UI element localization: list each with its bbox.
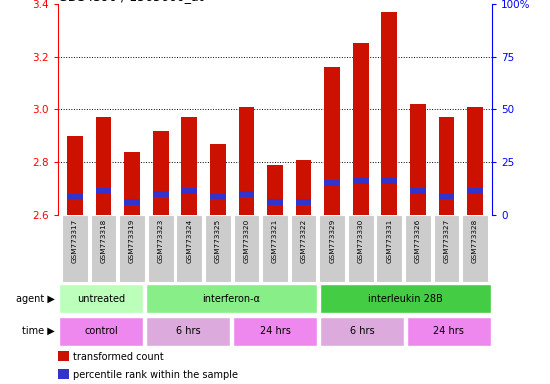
Bar [468, 107, 483, 215]
Bar [239, 191, 254, 197]
Bar [234, 215, 259, 282]
Bar [205, 215, 230, 282]
Bar [407, 316, 491, 346]
Text: GSM773329: GSM773329 [329, 218, 335, 263]
Bar [146, 284, 317, 313]
Bar [91, 215, 117, 282]
Bar [59, 284, 143, 313]
Bar [410, 104, 426, 215]
Bar [320, 215, 345, 282]
Text: GSM773322: GSM773322 [301, 218, 306, 263]
Text: GSM773324: GSM773324 [186, 218, 192, 263]
Bar [124, 199, 140, 205]
Bar [58, 369, 69, 379]
Bar [382, 178, 397, 184]
Text: 6 hrs: 6 hrs [350, 326, 374, 336]
Bar [59, 316, 143, 346]
Bar [439, 194, 454, 199]
Bar [320, 316, 404, 346]
Text: GSM773327: GSM773327 [443, 218, 449, 263]
Text: GSM773318: GSM773318 [101, 218, 107, 263]
Bar [296, 160, 311, 215]
Bar [182, 189, 197, 194]
Bar [353, 178, 369, 184]
Bar [267, 199, 283, 205]
Text: GSM773317: GSM773317 [72, 218, 78, 263]
Bar [462, 215, 488, 282]
Text: GSM773323: GSM773323 [158, 218, 164, 263]
Bar [96, 189, 111, 194]
Text: GSM773328: GSM773328 [472, 218, 478, 263]
Text: agent ▶: agent ▶ [16, 293, 55, 304]
Bar [177, 215, 202, 282]
Bar [320, 284, 491, 313]
Bar [468, 189, 483, 194]
Bar [124, 152, 140, 215]
Bar [146, 316, 230, 346]
Bar [382, 12, 397, 215]
Text: GSM773331: GSM773331 [386, 218, 392, 263]
Text: percentile rank within the sample: percentile rank within the sample [73, 370, 238, 380]
Bar [96, 118, 111, 215]
Bar [58, 351, 69, 361]
Bar [148, 215, 173, 282]
Bar [233, 316, 317, 346]
Text: time ▶: time ▶ [22, 326, 55, 336]
Text: GSM773320: GSM773320 [244, 218, 249, 263]
Bar [67, 194, 82, 199]
Bar [153, 191, 168, 197]
Text: GSM773319: GSM773319 [129, 218, 135, 263]
Text: control: control [84, 326, 118, 336]
Text: GSM773321: GSM773321 [272, 218, 278, 263]
Bar [377, 215, 402, 282]
Text: 24 hrs: 24 hrs [260, 326, 290, 336]
Bar [62, 215, 88, 282]
Bar [291, 215, 316, 282]
Bar [353, 43, 369, 215]
Bar [433, 215, 459, 282]
Bar [119, 215, 145, 282]
Bar [182, 118, 197, 215]
Bar [324, 180, 340, 186]
Text: interleukin 28B: interleukin 28B [368, 293, 443, 304]
Bar [262, 215, 288, 282]
Bar [267, 165, 283, 215]
Bar [439, 118, 454, 215]
Bar [67, 136, 82, 215]
Text: GSM773330: GSM773330 [358, 218, 364, 263]
Bar [410, 189, 426, 194]
Bar [348, 215, 373, 282]
Bar [210, 144, 225, 215]
Bar [239, 107, 254, 215]
Bar [324, 67, 340, 215]
Text: 24 hrs: 24 hrs [433, 326, 464, 336]
Text: GSM773326: GSM773326 [415, 218, 421, 263]
Text: interferon-α: interferon-α [202, 293, 261, 304]
Text: untreated: untreated [77, 293, 125, 304]
Bar [153, 131, 168, 215]
Bar [296, 199, 311, 205]
Text: GDS4390 / 1565660_at: GDS4390 / 1565660_at [58, 0, 204, 3]
Text: transformed count: transformed count [73, 352, 164, 362]
Text: 6 hrs: 6 hrs [176, 326, 200, 336]
Text: GSM773325: GSM773325 [215, 218, 221, 263]
Bar [405, 215, 431, 282]
Bar [210, 194, 225, 199]
